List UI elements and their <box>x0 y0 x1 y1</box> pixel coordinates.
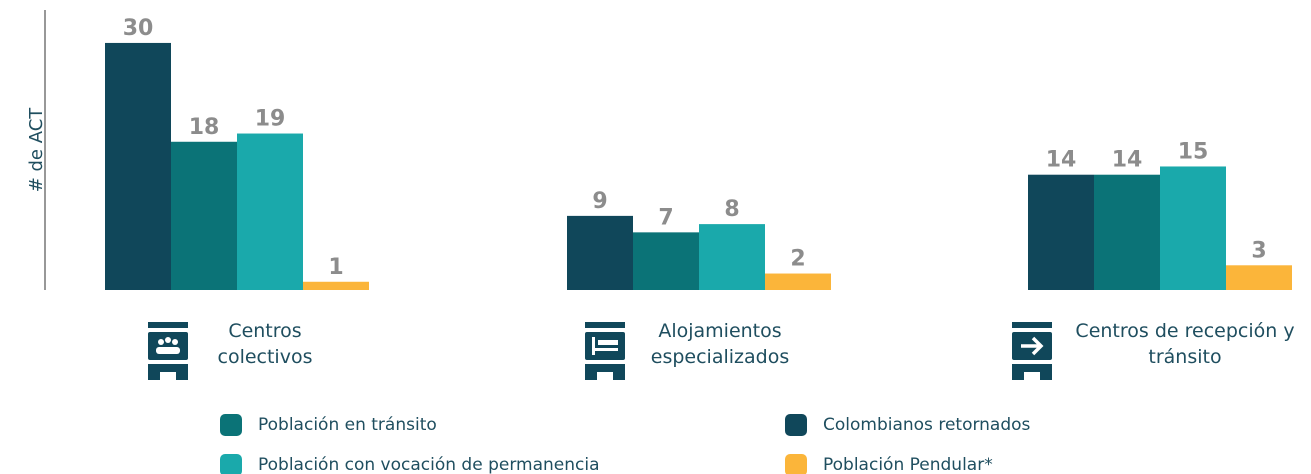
value-label: 14 <box>1046 148 1077 173</box>
category-label: Centros colectivos <box>217 320 313 368</box>
bar <box>237 133 303 290</box>
bar <box>105 42 171 290</box>
legend-label: Población con vocación de permanencia <box>258 455 600 474</box>
legend-label: Población en tránsito <box>258 415 437 435</box>
bar <box>699 224 765 290</box>
value-label: 15 <box>1178 139 1209 164</box>
value-label: 19 <box>255 107 286 132</box>
icon-building <box>585 322 625 380</box>
legend-label: Colombianos retornados <box>823 415 1031 435</box>
bar <box>1160 166 1226 290</box>
legend-swatch <box>220 414 242 436</box>
bar <box>171 141 237 290</box>
bar <box>1094 174 1160 290</box>
value-label: 1 <box>328 255 343 280</box>
value-label: 9 <box>592 189 607 214</box>
value-label: 2 <box>790 247 805 272</box>
bar <box>633 232 699 290</box>
value-label: 14 <box>1112 148 1143 173</box>
category-label: Alojamientos especializados <box>650 320 790 368</box>
category-label: Centros de recepción y tránsito <box>1075 320 1295 368</box>
bar <box>567 215 633 290</box>
icon-building <box>1012 322 1052 380</box>
bar <box>765 273 831 290</box>
value-label: 30 <box>123 16 154 41</box>
icons <box>148 322 1052 380</box>
bar <box>1028 174 1094 290</box>
legend-swatch <box>785 454 807 474</box>
bar <box>1226 265 1292 290</box>
value-label: 7 <box>658 205 673 230</box>
legend-swatch <box>220 454 242 474</box>
icon-building <box>148 322 188 380</box>
y-axis-label: # de ACT <box>26 107 47 193</box>
bar <box>303 281 369 290</box>
value-label: 8 <box>724 197 739 222</box>
legend-label: Población Pendular* <box>823 455 993 474</box>
value-label: 3 <box>1251 238 1266 263</box>
value-label: 18 <box>189 115 220 140</box>
legend-swatch <box>785 414 807 436</box>
